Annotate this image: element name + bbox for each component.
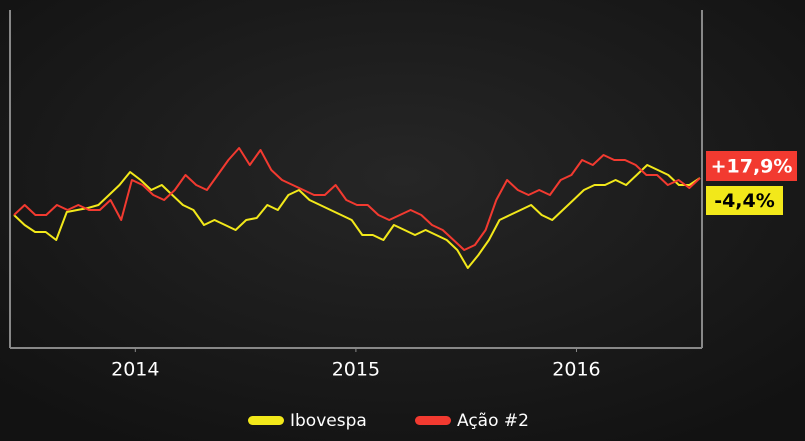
x-tick-label: 2014 bbox=[111, 359, 159, 381]
end-label-box bbox=[706, 151, 797, 181]
series-line bbox=[13, 164, 701, 269]
x-tick-label: 2015 bbox=[332, 359, 380, 381]
legend-label: Ação #2 bbox=[457, 411, 529, 431]
end-label: -4,4% bbox=[714, 190, 775, 212]
legend-swatch bbox=[415, 416, 451, 425]
legend-swatch bbox=[248, 416, 284, 425]
end-label-box bbox=[706, 186, 783, 215]
x-tick-label: 2016 bbox=[552, 359, 600, 381]
series-line bbox=[13, 147, 701, 251]
end-label: +17,9% bbox=[711, 156, 793, 178]
legend-label: Ibovespa bbox=[290, 411, 367, 431]
